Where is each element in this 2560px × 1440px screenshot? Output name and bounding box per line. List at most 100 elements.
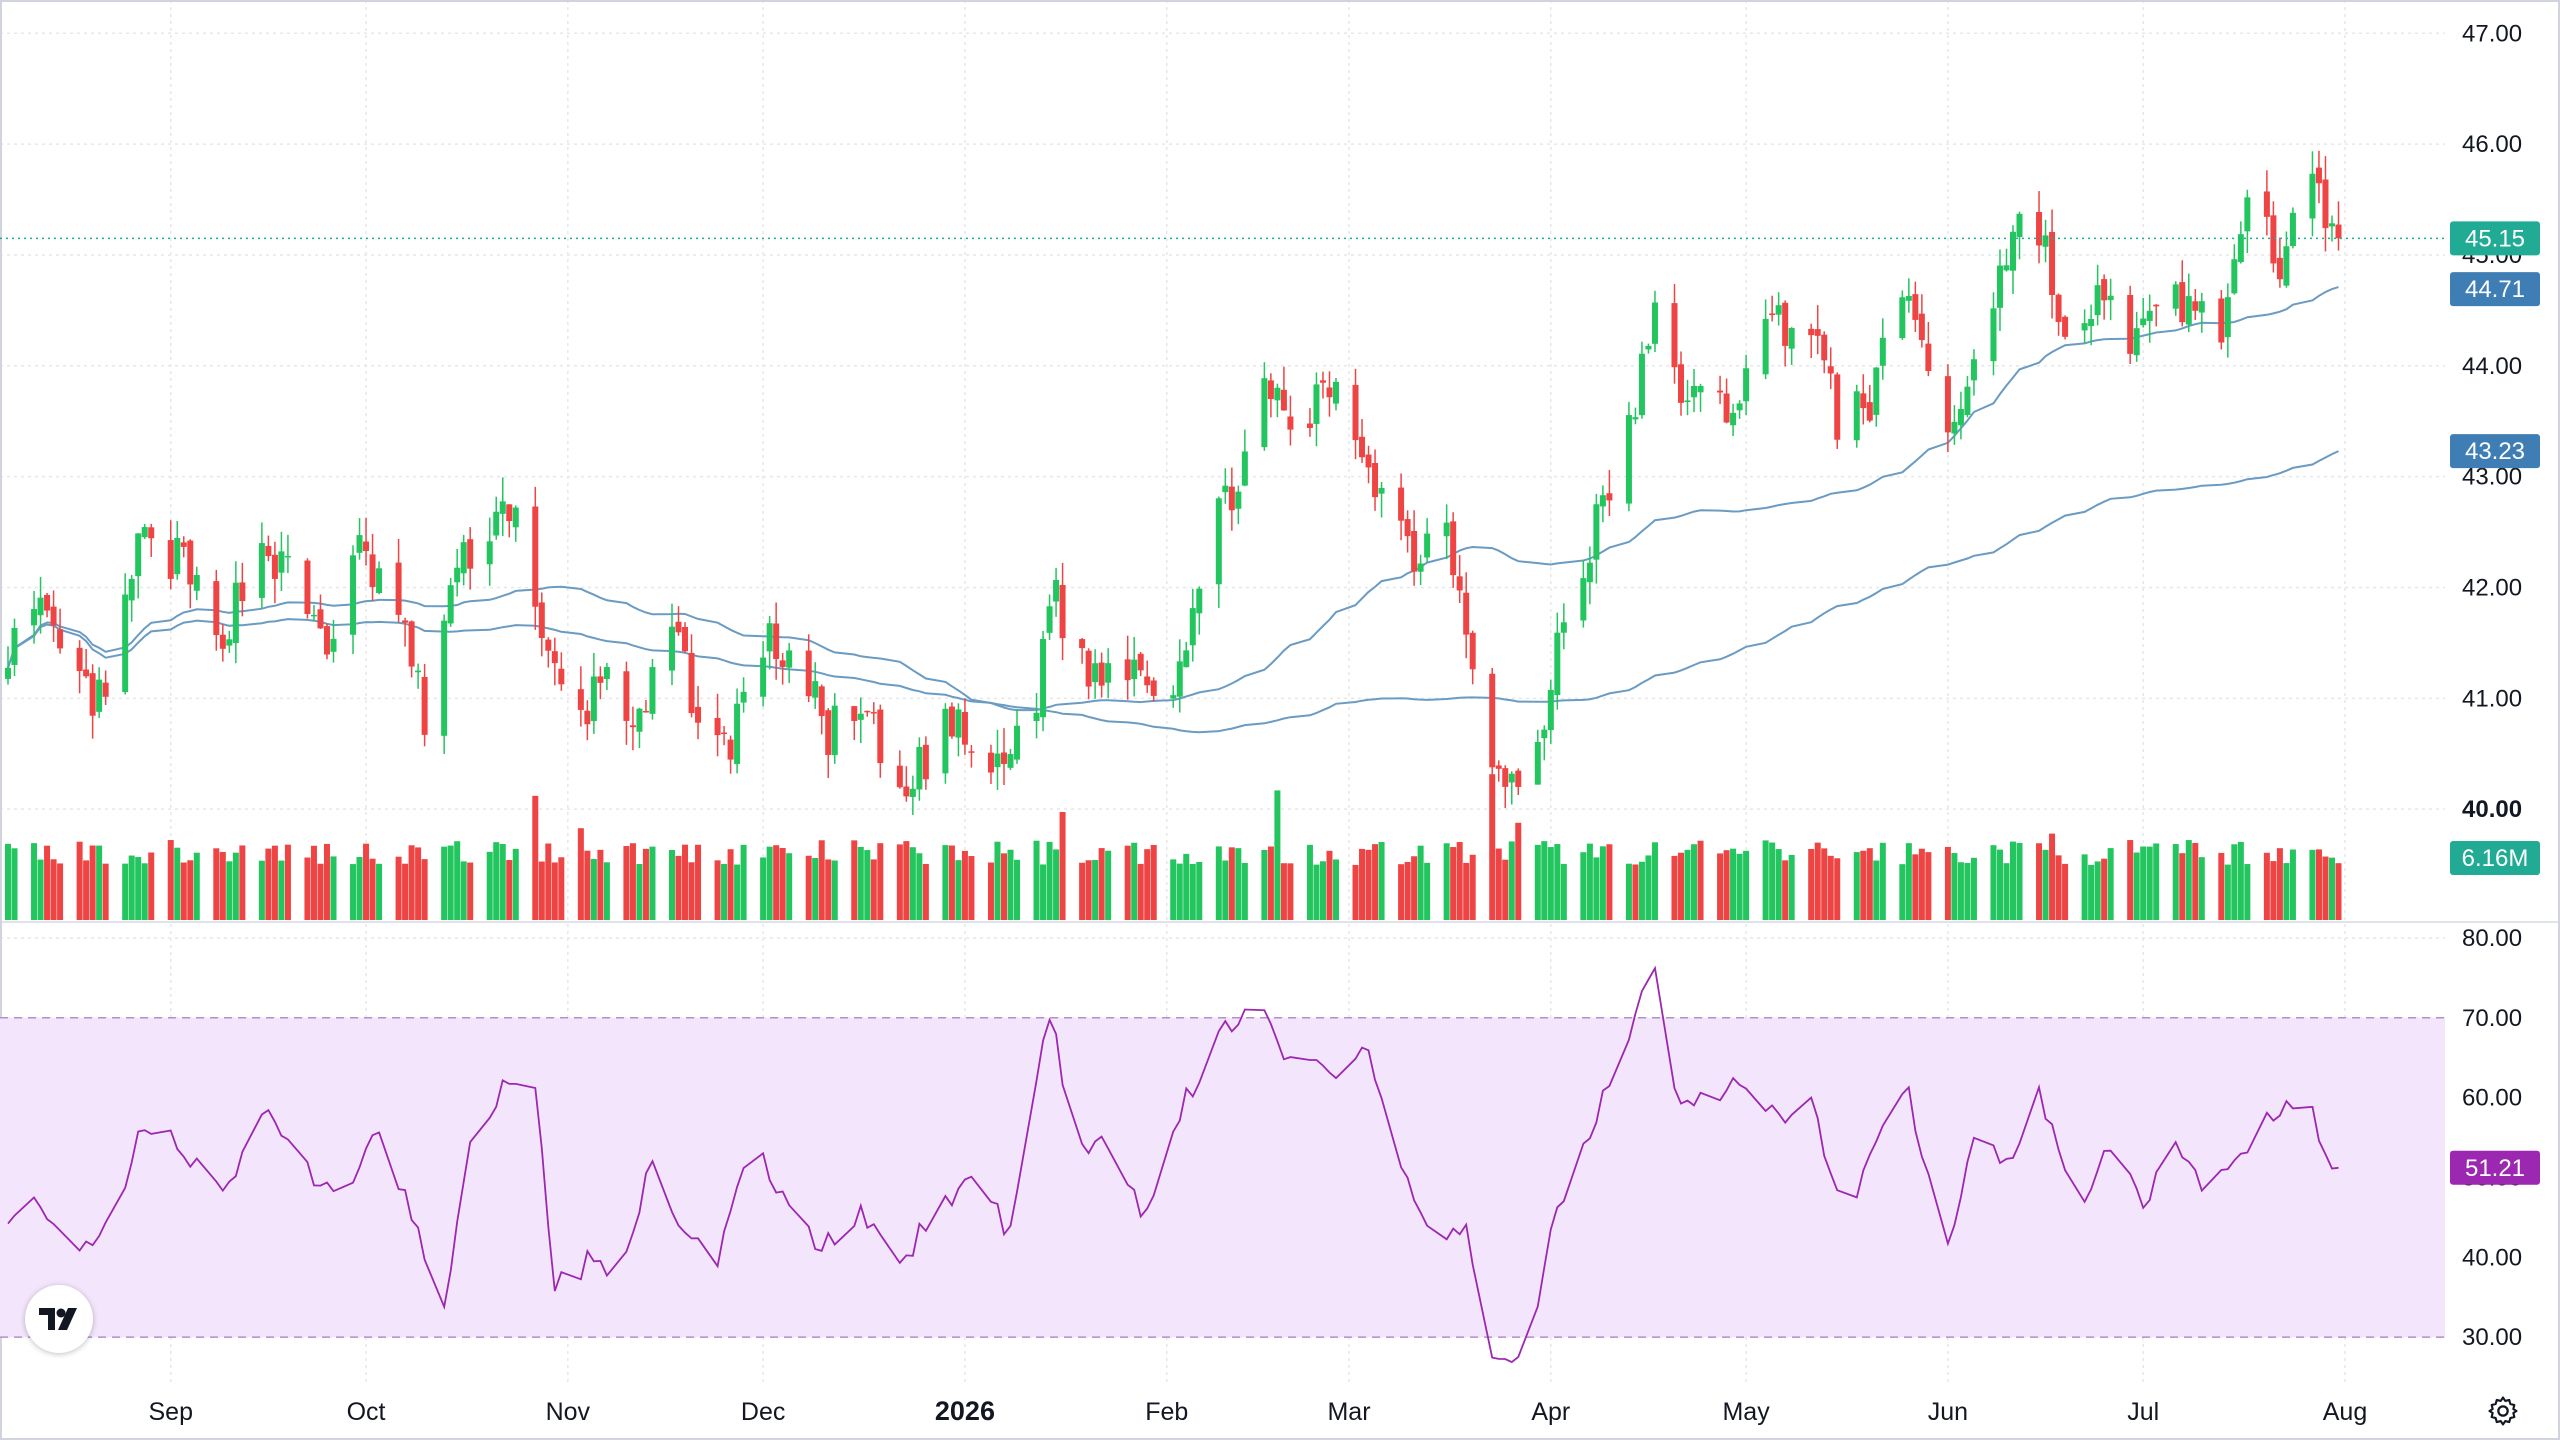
candle-body xyxy=(2016,213,2023,238)
last-price-badge: 45.15 xyxy=(2450,221,2540,256)
candle-body xyxy=(1684,400,1691,403)
candle-body xyxy=(402,620,409,623)
volume-bar xyxy=(1131,842,1138,920)
candle-body xyxy=(2010,231,2017,271)
rsi-band xyxy=(0,1017,2445,1338)
candle-body xyxy=(1860,393,1867,409)
candle-body xyxy=(2107,295,2114,301)
candle-body xyxy=(903,786,910,797)
volume-bar xyxy=(2088,864,2095,920)
candle xyxy=(2263,170,2270,236)
volume-bar xyxy=(284,844,291,920)
candle xyxy=(1899,290,1906,340)
candle-body xyxy=(682,626,689,652)
volume-bar xyxy=(857,846,864,920)
candle xyxy=(232,561,239,664)
candle xyxy=(460,534,467,586)
volume-bar xyxy=(714,860,721,920)
candle-body xyxy=(2088,318,2095,327)
candle-body xyxy=(1411,531,1418,572)
candle xyxy=(441,614,448,754)
candle-body xyxy=(369,554,376,588)
candle-body xyxy=(1912,294,1919,320)
candle xyxy=(1762,299,1769,380)
candle-body xyxy=(577,689,584,710)
volume-bar xyxy=(83,860,90,920)
candle xyxy=(239,562,246,617)
candle-body xyxy=(187,540,194,585)
candle xyxy=(1085,648,1092,700)
candle-body xyxy=(96,679,103,712)
candle xyxy=(1189,588,1196,662)
candle xyxy=(590,652,597,734)
candle xyxy=(916,737,923,801)
rsi-badge: 51.21 xyxy=(2450,1150,2540,1185)
volume-bar xyxy=(1046,841,1053,920)
candle-body xyxy=(1124,659,1131,681)
candle xyxy=(551,637,558,686)
candle xyxy=(1912,281,1919,333)
volume-bar xyxy=(2185,840,2192,920)
candle xyxy=(350,545,357,655)
candle-body xyxy=(141,527,148,538)
volume-bar xyxy=(1176,863,1183,920)
candle xyxy=(1378,482,1385,518)
volume-bar xyxy=(1183,853,1190,920)
candle-body xyxy=(2289,212,2296,247)
candle-body xyxy=(1502,768,1509,787)
volume-bar xyxy=(1638,861,1645,920)
volume-bar xyxy=(1990,845,1997,920)
candle xyxy=(1730,403,1737,437)
volume-bar xyxy=(1730,848,1737,920)
volume-bar xyxy=(2289,849,2296,920)
volume-bar xyxy=(642,848,649,920)
candle-body xyxy=(1196,588,1203,614)
candle xyxy=(851,705,858,741)
volume-bar xyxy=(1541,841,1548,920)
volume-bar xyxy=(2127,840,2134,920)
volume-bar xyxy=(545,843,552,920)
volume-bar xyxy=(493,842,500,920)
volume-bar xyxy=(818,840,825,920)
volume-bar xyxy=(1417,845,1424,920)
volume-bar xyxy=(415,847,422,920)
candle xyxy=(76,640,83,694)
candle-body xyxy=(1235,491,1242,509)
volume-bar xyxy=(2016,843,2023,920)
volume-bar xyxy=(271,845,278,920)
candle-body xyxy=(968,751,975,753)
volume-bar xyxy=(1691,844,1698,920)
volume-bar xyxy=(961,850,968,920)
volume-bar xyxy=(356,856,363,920)
candle-body xyxy=(760,657,767,697)
candle xyxy=(779,653,786,685)
candle xyxy=(1593,493,1600,584)
candle-body xyxy=(584,710,591,725)
candle-body xyxy=(1332,381,1339,404)
candle xyxy=(2107,278,2114,321)
volume-bar xyxy=(675,855,682,920)
candle xyxy=(1332,377,1339,411)
volume-bar xyxy=(1821,848,1828,920)
candle xyxy=(688,634,695,718)
candle-body xyxy=(1326,387,1333,398)
volume-bar xyxy=(2244,864,2251,920)
settings-gear-icon[interactable] xyxy=(2486,1394,2520,1428)
volume-bar xyxy=(948,845,955,920)
volume-bar xyxy=(1684,849,1691,920)
candle xyxy=(454,548,461,597)
candle xyxy=(1267,373,1274,418)
candle-body xyxy=(2101,279,2108,301)
candle xyxy=(11,618,18,677)
tradingview-logo-icon[interactable] xyxy=(25,1285,93,1353)
volume-bar xyxy=(1313,864,1320,920)
candle-body xyxy=(916,746,923,790)
candle-body xyxy=(1306,423,1313,429)
candle-body xyxy=(1137,653,1144,671)
candle xyxy=(577,666,584,727)
candle xyxy=(1678,351,1685,416)
candle-body xyxy=(1560,622,1567,633)
candle xyxy=(649,659,656,720)
candle-body xyxy=(1762,318,1769,375)
